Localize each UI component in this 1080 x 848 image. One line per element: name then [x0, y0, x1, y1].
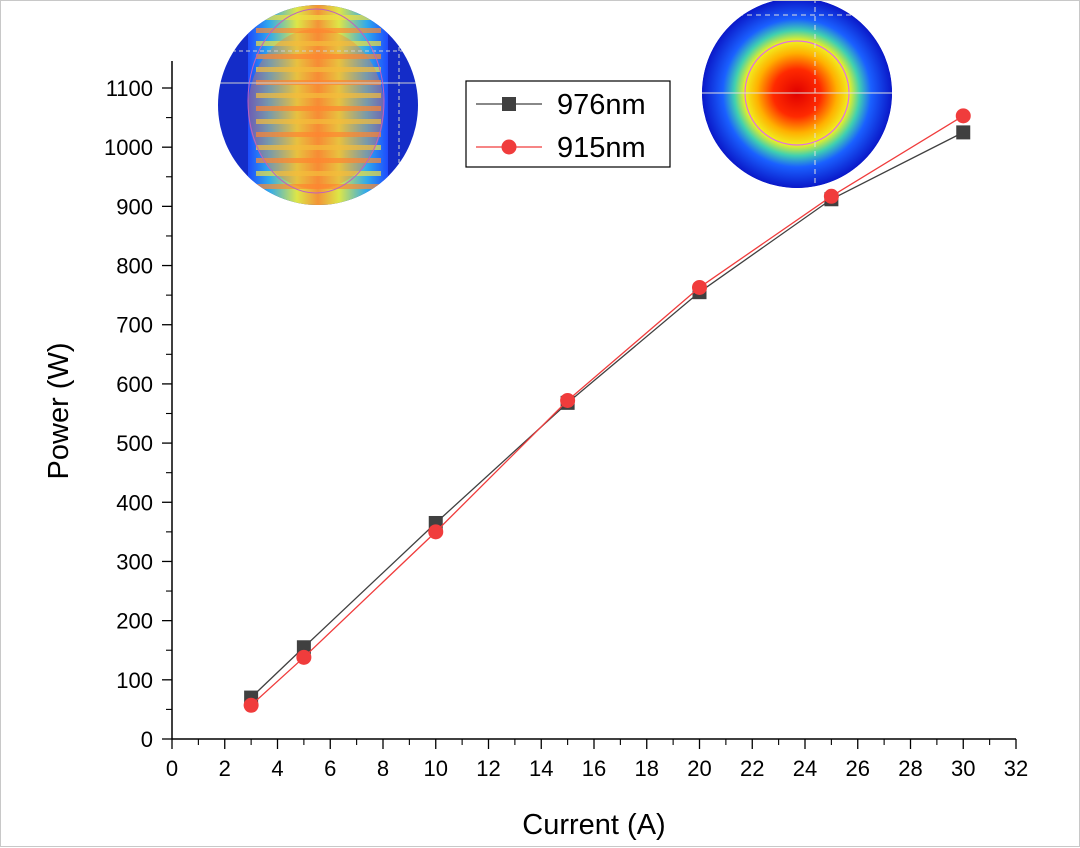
x-tick-label: 0 — [166, 756, 178, 781]
legend: 976nm 915nm — [465, 80, 671, 168]
y-tick-label: 200 — [116, 609, 153, 634]
y-tick-label: 700 — [116, 313, 153, 338]
y-axis: 0 100 200 300 400 500 600 700 800 900 1000 1100 — [104, 61, 173, 752]
series-layer — [243, 108, 971, 713]
x-tick-label: 6 — [324, 756, 336, 781]
legend-label-976nm: 976nm — [557, 89, 646, 121]
x-tick-label: 10 — [424, 756, 448, 781]
data-point-915nm — [560, 392, 576, 408]
y-axis-title: Power (W) — [43, 343, 75, 480]
x-tick-label: 22 — [740, 756, 764, 781]
data-point-915nm — [823, 188, 839, 204]
x-tick-label: 12 — [476, 756, 500, 781]
data-point-976nm — [956, 125, 971, 140]
y-tick-label: 400 — [116, 490, 153, 515]
series-976nm — [244, 125, 971, 705]
x-tick-label: 14 — [529, 756, 553, 781]
y-tick-label: 100 — [116, 668, 153, 693]
legend-entry-976nm: 976nm — [476, 89, 646, 121]
x-tick-label: 16 — [582, 756, 606, 781]
beam-profile-image-915nm — [702, 1, 892, 188]
x-tick-label: 8 — [377, 756, 389, 781]
y-tick-label: 0 — [141, 727, 153, 752]
data-point-915nm — [428, 524, 444, 540]
data-point-915nm — [296, 649, 312, 665]
x-axis: 0 2 4 6 8 10 12 14 16 18 20 22 24 26 28 30 32 — [166, 738, 1028, 781]
data-point-915nm — [955, 108, 971, 124]
y-tick-label: 800 — [116, 254, 153, 279]
x-tick-label: 26 — [846, 756, 870, 781]
x-axis-title: Current (A) — [522, 809, 665, 841]
beam-profile-image-976nm — [218, 5, 418, 205]
series-line-976nm — [250, 131, 964, 699]
series-915nm — [243, 108, 971, 713]
legend-entry-915nm: 915nm — [476, 132, 646, 164]
series-line-915nm — [250, 115, 964, 706]
y-tick-label: 900 — [116, 194, 153, 219]
x-tick-label: 2 — [219, 756, 231, 781]
x-tick-label: 32 — [1004, 756, 1028, 781]
x-tick-label: 4 — [271, 756, 283, 781]
data-point-915nm — [243, 697, 259, 713]
legend-label-915nm: 915nm — [557, 132, 646, 164]
x-tick-label: 30 — [951, 756, 975, 781]
y-tick-label: 1000 — [104, 135, 153, 160]
y-tick-label: 300 — [116, 549, 153, 574]
y-tick-label: 1100 — [106, 76, 153, 101]
y-tick-label: 500 — [116, 431, 153, 456]
legend-box — [465, 80, 671, 168]
x-tick-label: 20 — [687, 756, 711, 781]
data-point-915nm — [692, 279, 707, 295]
x-tick-label: 28 — [898, 756, 922, 781]
y-tick-label: 600 — [116, 372, 153, 397]
x-tick-label: 18 — [635, 756, 659, 781]
x-tick-label: 24 — [793, 756, 817, 781]
